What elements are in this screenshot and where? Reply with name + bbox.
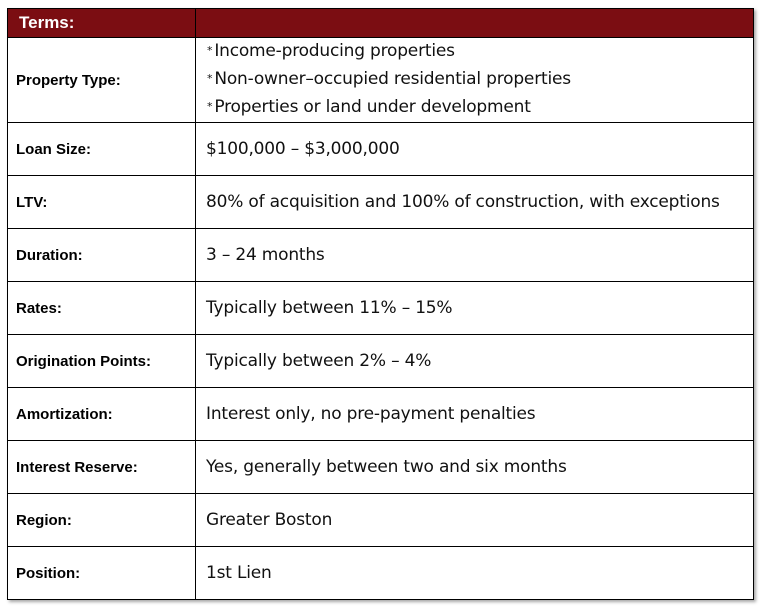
region-row: Region: Greater Boston (7, 493, 754, 547)
duration-value: 3 – 24 months (195, 228, 754, 282)
amortization-row: Amortization: Interest only, no pre-paym… (7, 387, 754, 441)
property-type-row: Property Type: * Income-producing propert… (7, 37, 754, 123)
bullet-icon: * (207, 44, 213, 57)
bullet-icon: * (207, 72, 213, 85)
ltv-row: LTV: 80% of acquisition and 100% of cons… (7, 175, 754, 229)
ltv-label: LTV: (7, 175, 196, 229)
terms-header-title: Terms: (7, 8, 196, 38)
region-value: Greater Boston (195, 493, 754, 547)
position-row: Position: 1st Lien (7, 546, 754, 600)
property-type-item-text: Non-owner–occupied residential propertie… (214, 69, 571, 89)
region-label: Region: (7, 493, 196, 547)
origination-points-row: Origination Points: Typically between 2%… (7, 334, 754, 388)
property-type-item: * Properties or land under development (207, 94, 753, 122)
loan-size-value: $100,000 – $3,000,000 (195, 122, 754, 176)
property-type-item-text: Income-producing properties (214, 41, 455, 61)
loan-size-label: Loan Size: (7, 122, 196, 176)
property-type-item-text: Properties or land under development (214, 97, 531, 117)
property-type-value: * Income-producing properties * Non-owner–… (195, 37, 754, 123)
interest-reserve-row: Interest Reserve: Yes, generally between… (7, 440, 754, 494)
property-type-item: * Income-producing properties (207, 38, 753, 66)
amortization-label: Amortization: (7, 387, 196, 441)
interest-reserve-label: Interest Reserve: (7, 440, 196, 494)
terms-header-row: Terms: (7, 8, 754, 38)
duration-row: Duration: 3 – 24 months (7, 228, 754, 282)
origination-points-value: Typically between 2% – 4% (195, 334, 754, 388)
position-label: Position: (7, 546, 196, 600)
terms-header-blank (195, 8, 754, 38)
ltv-value: 80% of acquisition and 100% of construct… (195, 175, 754, 229)
rates-value: Typically between 11% – 15% (195, 281, 754, 335)
origination-points-label: Origination Points: (7, 334, 196, 388)
interest-reserve-value: Yes, generally between two and six month… (195, 440, 754, 494)
duration-label: Duration: (7, 228, 196, 282)
rates-row: Rates: Typically between 11% – 15% (7, 281, 754, 335)
property-type-item: * Non-owner–occupied residential properti… (207, 66, 753, 94)
loan-size-row: Loan Size: $100,000 – $3,000,000 (7, 122, 754, 176)
terms-table: Terms: Property Type: * Income-producing … (7, 8, 754, 600)
bullet-icon: * (207, 100, 213, 113)
position-value: 1st Lien (195, 546, 754, 600)
rates-label: Rates: (7, 281, 196, 335)
property-type-list: * Income-producing properties * Non-owner–… (206, 38, 753, 122)
amortization-value: Interest only, no pre-payment penalties (195, 387, 754, 441)
property-type-label: Property Type: (7, 37, 196, 123)
